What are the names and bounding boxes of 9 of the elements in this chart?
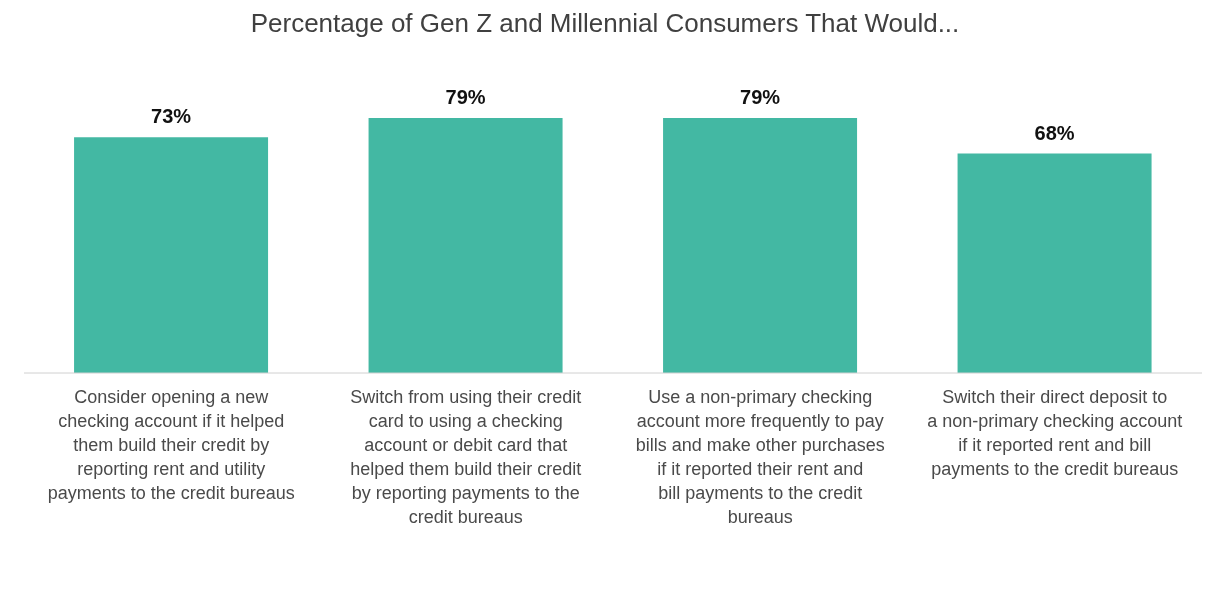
x-tick-label: Switch from using their credit card to using a checking account or debit card that helped them build their credit by reporting payments to the credit bureaus xyxy=(350,387,582,527)
x-tick-label: Switch their direct deposit to a non-primary checking account if it reported rent and bill payments to the credit bureaus xyxy=(927,387,1183,479)
data-label: 79% xyxy=(445,86,486,108)
data-label: 68% xyxy=(1034,121,1075,144)
data-label: 79% xyxy=(740,86,781,108)
data-label: 73% xyxy=(151,105,192,128)
chart-title: Percentage of Gen Z and Millennial Consumers That Would... xyxy=(249,8,961,40)
x-tick-label: Use a non-primary checking account more frequently to pay bills and make other purchases if it reported their rent and bill payments to the credit bureaus xyxy=(635,387,885,527)
x-tick-label: Consider opening a new checking account if it helped them build their credit by reporting rent and utility payments to the credit bureaus xyxy=(47,387,295,503)
